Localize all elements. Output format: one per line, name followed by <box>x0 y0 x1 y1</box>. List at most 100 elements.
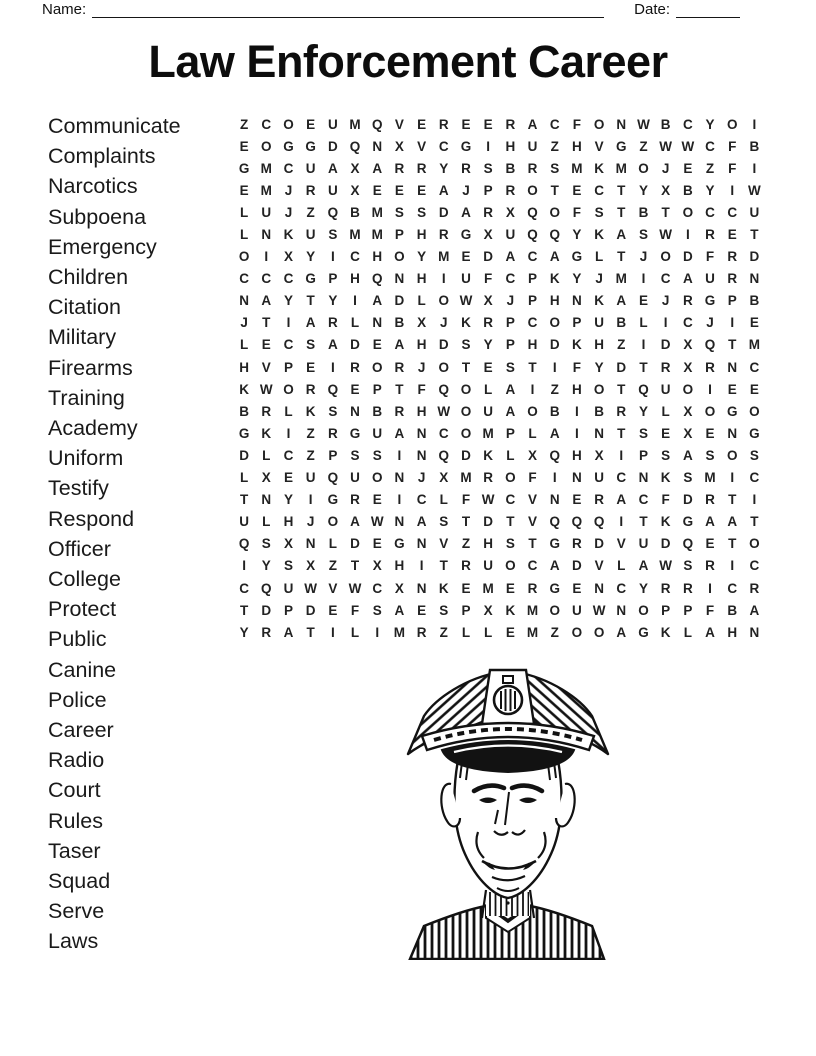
grid-cell: N <box>416 580 427 596</box>
grid-cell: G <box>238 160 250 176</box>
grid-cell: J <box>462 182 470 198</box>
grid-cell: S <box>594 204 604 220</box>
grid-cell: D <box>660 337 671 353</box>
grid-cell: U <box>461 271 471 287</box>
grid-cell: K <box>461 315 471 331</box>
grid-cell: C <box>527 249 538 265</box>
grid-cell: R <box>505 182 516 198</box>
grid-cell: U <box>660 381 671 397</box>
grid-cell: E <box>417 602 427 618</box>
grid-cell: C <box>705 138 715 154</box>
grid-cell: G <box>549 580 560 596</box>
grid-cell: N <box>305 536 316 552</box>
grid-cell: L <box>506 447 515 463</box>
grid-cell: R <box>438 116 449 132</box>
grid-cell: R <box>727 271 738 287</box>
grid-cell: T <box>528 536 537 552</box>
grid-cell: R <box>705 359 715 375</box>
grid-cell: R <box>350 359 360 375</box>
grid-cell: I <box>752 160 757 176</box>
grid-cell: G <box>238 425 250 441</box>
grid-cell: R <box>327 315 338 331</box>
grid-cell: K <box>283 227 294 243</box>
grid-cell: T <box>439 558 448 574</box>
grid-cell: E <box>572 580 582 596</box>
grid-cell: C <box>438 138 449 154</box>
grid-cell: I <box>330 359 335 375</box>
officer-face <box>453 758 563 900</box>
grid-cell: U <box>350 470 360 486</box>
grid-cell: M <box>526 624 539 640</box>
grid-cell: I <box>330 624 335 640</box>
name-label: Name: <box>42 1 87 18</box>
word-list-item: Children <box>48 265 129 290</box>
grid-cell: E <box>705 425 715 441</box>
grid-cell: J <box>440 315 448 331</box>
grid-cell: A <box>616 492 627 508</box>
grid-cell: I <box>375 624 380 640</box>
grid-cell: S <box>261 536 271 552</box>
grid-cell: D <box>682 249 693 265</box>
grid-cell: J <box>240 315 248 331</box>
grid-cell: T <box>750 514 759 530</box>
grid-cell: D <box>350 337 360 353</box>
grid-cell: Q <box>527 204 538 220</box>
grid-cell: D <box>261 602 272 618</box>
grid-cell: Z <box>550 138 559 154</box>
grid-cell: F <box>572 116 582 132</box>
grid-cell: R <box>394 403 405 419</box>
grid-cell: R <box>483 204 494 220</box>
grid-cell: T <box>639 514 648 530</box>
grid-cell: D <box>483 514 494 530</box>
grid-cell: X <box>283 249 293 265</box>
grid-cell: S <box>550 160 560 176</box>
grid-cell: R <box>682 293 693 309</box>
grid-cell: U <box>261 204 272 220</box>
grid-cell: U <box>305 470 316 486</box>
grid-cell: I <box>397 447 402 463</box>
word-list-item: Uniform <box>48 446 124 471</box>
grid-cell: U <box>327 116 338 132</box>
grid-cell: O <box>238 249 250 265</box>
grid-cell: T <box>728 536 737 552</box>
grid-cell: I <box>264 249 269 265</box>
word-list-item: Laws <box>48 929 99 954</box>
grid-cell: R <box>461 558 471 574</box>
grid-cell: P <box>283 602 293 618</box>
grid-cell: M <box>482 425 494 441</box>
grid-cell: E <box>705 536 715 552</box>
grid-cell: O <box>549 315 560 331</box>
grid-cell: X <box>661 182 671 198</box>
grid-cell: V <box>616 536 626 552</box>
grid-cell: A <box>616 227 627 243</box>
grid-cell: A <box>283 624 294 640</box>
word-list-item: Protect <box>48 597 117 622</box>
grid-cell: I <box>575 403 579 419</box>
grid-cell: P <box>505 337 515 353</box>
grid-cell: V <box>594 138 604 154</box>
grid-cell: E <box>239 138 249 154</box>
grid-cell: S <box>372 447 382 463</box>
grid-cell: E <box>283 470 293 486</box>
word-list-item: Academy <box>48 416 138 441</box>
grid-cell: C <box>749 470 760 486</box>
grid-cell: R <box>727 249 738 265</box>
grid-cell: R <box>705 227 715 243</box>
grid-cell: I <box>486 138 491 154</box>
grid-cell: H <box>527 337 538 353</box>
grid-cell: Y <box>638 403 648 419</box>
grid-cell: H <box>594 337 604 353</box>
grid-cell: N <box>350 403 360 419</box>
grid-cell: B <box>549 403 560 419</box>
grid-cell: D <box>305 602 316 618</box>
grid-cell: N <box>727 425 738 441</box>
grid-cell: A <box>682 447 693 463</box>
grid-cell: P <box>572 315 582 331</box>
grid-cell: Q <box>238 536 250 552</box>
grid-cell: I <box>730 315 735 331</box>
grid-cell: S <box>283 558 293 574</box>
grid-cell: A <box>505 403 516 419</box>
grid-cell: V <box>594 558 604 574</box>
grid-cell: Z <box>617 337 626 353</box>
grid-cell: Q <box>371 271 383 287</box>
